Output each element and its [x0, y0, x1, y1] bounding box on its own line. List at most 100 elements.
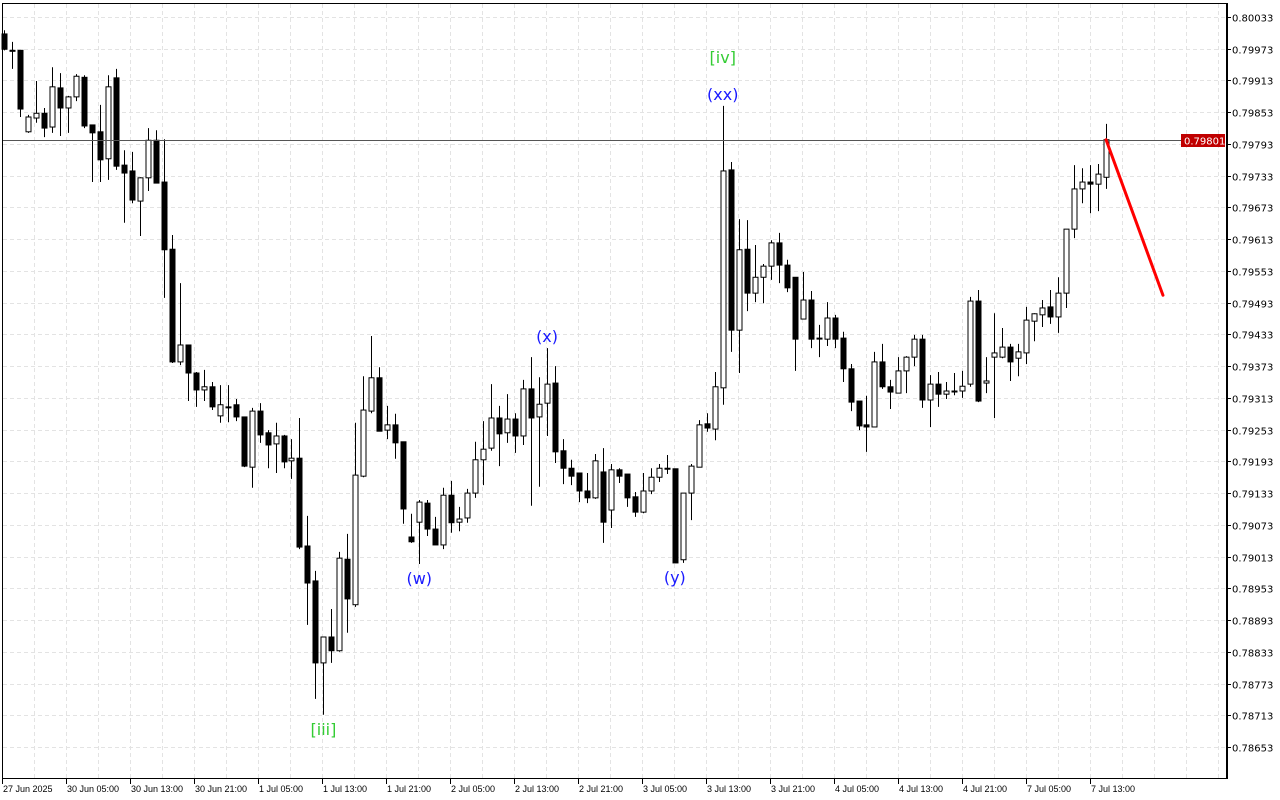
wave-label: (y)	[664, 568, 686, 587]
candle-body-bear	[512, 418, 519, 437]
candle-body-bull	[105, 86, 112, 160]
candle	[664, 455, 671, 475]
candle-body-bull	[895, 370, 902, 394]
candle	[736, 219, 743, 374]
candle	[201, 369, 208, 402]
candle	[911, 334, 918, 367]
candle	[640, 472, 647, 514]
price-tick-label: 0.79493	[1232, 300, 1273, 311]
candle	[161, 139, 168, 298]
candle	[504, 394, 511, 443]
candle-body-bull	[456, 518, 463, 523]
candle	[153, 130, 160, 184]
candle	[145, 128, 152, 192]
candle	[416, 499, 423, 564]
candle-body-bear	[856, 400, 863, 427]
candle-body-bear	[81, 76, 88, 127]
price-tick-label: 0.79553	[1232, 268, 1273, 279]
candle	[680, 492, 687, 563]
time-tick-label: 1 Jul 13:00	[323, 784, 367, 794]
candle	[488, 384, 495, 451]
candle	[368, 335, 375, 414]
time-tick-label: 3 Jul 21:00	[771, 784, 815, 794]
candle	[560, 439, 567, 485]
candle-body-bear	[672, 468, 679, 564]
candle	[951, 373, 958, 396]
candle	[592, 453, 599, 499]
candle-body-bear	[840, 337, 847, 370]
current-price-tag-bg	[1181, 134, 1225, 147]
candle	[225, 385, 232, 423]
candle	[424, 499, 431, 536]
price-tick-label: 0.79313	[1232, 395, 1273, 406]
candle	[919, 334, 926, 408]
candle-body-bull	[520, 388, 527, 437]
candle	[704, 413, 711, 432]
candle-body-bear	[304, 545, 311, 584]
price-tick-label: 0.79793	[1232, 141, 1273, 152]
candle-body-bear	[97, 131, 104, 161]
candle	[257, 403, 264, 443]
time-tick-label: 4 Jul 13:00	[899, 784, 943, 794]
candle-body-bull	[648, 476, 655, 492]
candle	[1031, 313, 1038, 342]
candle-body-bear	[584, 490, 591, 499]
candle	[281, 434, 288, 469]
candle	[672, 468, 679, 564]
candle	[879, 343, 886, 389]
candle	[1015, 343, 1022, 377]
price-tick-label: 0.79853	[1232, 109, 1273, 120]
candle-body-bear	[225, 406, 232, 409]
candle-body-bear	[169, 248, 176, 363]
candle-body-bear	[664, 467, 671, 470]
price-tick-label: 0.79613	[1232, 236, 1273, 247]
candle	[304, 515, 311, 625]
price-tick-label: 0.79373	[1232, 363, 1273, 374]
candle	[41, 107, 48, 138]
candle	[408, 513, 415, 543]
candle	[576, 472, 583, 503]
candle	[584, 472, 591, 504]
candle	[728, 161, 735, 352]
time-tick-label: 3 Jul 13:00	[707, 784, 751, 794]
candle-body-bull	[983, 380, 990, 384]
candle-body-bear	[209, 386, 216, 408]
candle	[137, 177, 144, 237]
candle-body-bear	[161, 181, 168, 251]
candle	[400, 441, 407, 524]
candle-body-bull	[25, 116, 32, 133]
candle-body-bear	[129, 170, 136, 201]
current-price-label: 0.79801	[1184, 137, 1225, 148]
time-tick-label: 2 Jul 21:00	[579, 784, 623, 794]
candle-body-bear	[17, 49, 24, 110]
candle	[1055, 277, 1062, 333]
price-axis[interactable]: 0.80033 0.79973 0.79913 0.79853 0.79793 0.797…	[1227, 14, 1273, 755]
candle	[935, 371, 942, 407]
candle	[1047, 289, 1054, 324]
candle-body-bear	[9, 49, 16, 52]
candle	[784, 259, 791, 293]
candle	[752, 244, 759, 303]
candle	[696, 420, 703, 468]
time-tick-label: 4 Jul 21:00	[963, 784, 1007, 794]
candle-body-bull	[273, 435, 280, 445]
price-tick-label: 0.79073	[1232, 522, 1273, 533]
candle-body-bear	[153, 139, 160, 184]
candle	[983, 357, 990, 394]
candle	[959, 370, 966, 398]
candle-body-bear	[784, 264, 791, 289]
candle-body-bull	[360, 409, 367, 477]
candle-body-bull	[33, 112, 40, 119]
candle	[384, 405, 391, 440]
candle	[265, 430, 272, 469]
wave-labels: [iii] (w) (x) (y) (xx) [iv]	[311, 48, 739, 739]
candle	[97, 104, 104, 183]
candle-body-bull	[440, 494, 447, 546]
candle-body-bull	[959, 385, 966, 392]
time-axis[interactable]: 27 Jun 2025 30 Jun 05:00 30 Jun 13:00 30 Ju…	[2, 779, 1136, 794]
candle-body-bull	[608, 469, 615, 511]
price-tick-label: 0.78893	[1232, 617, 1273, 628]
candle	[9, 41, 16, 69]
candle-body-bull	[824, 317, 831, 340]
